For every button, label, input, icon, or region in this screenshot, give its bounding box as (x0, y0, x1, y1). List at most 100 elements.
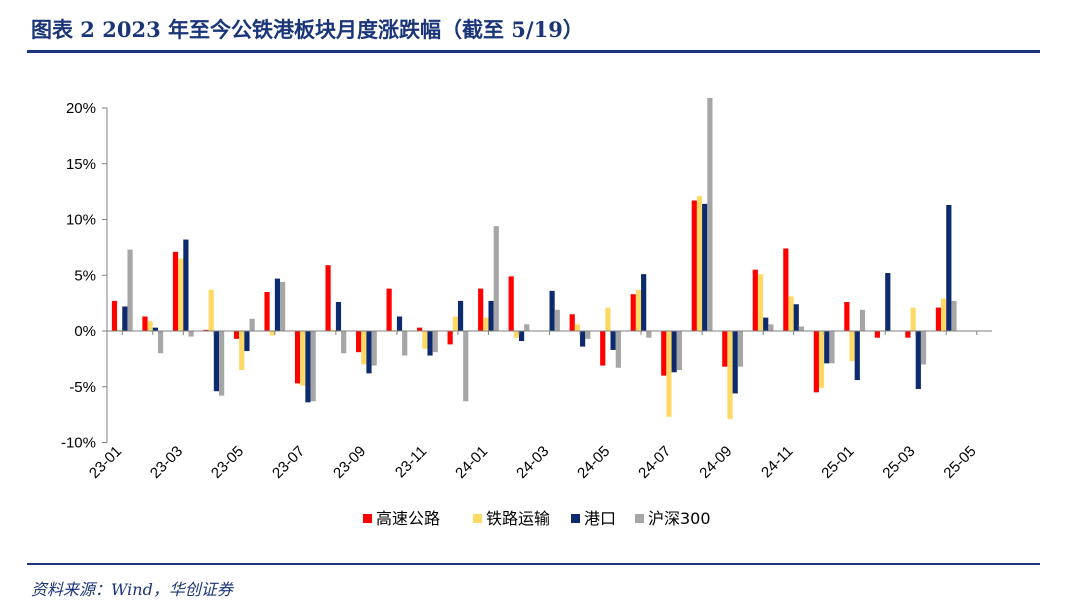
bar-24-03-沪深300 (554, 309, 560, 331)
bar-24-12-港口 (824, 331, 830, 364)
bar-23-06-铁路运输 (269, 331, 275, 336)
x-tick-label: 23-09 (330, 443, 369, 482)
bar-23-01-高速公路 (111, 300, 118, 331)
bar-24-10-沪深300 (768, 324, 774, 331)
bar-23-01-铁路运输 (117, 329, 123, 331)
x-tick-label: 24-01 (452, 443, 491, 482)
bar-24-01-沪深300 (493, 226, 499, 331)
legend-swatch (363, 514, 372, 523)
bar-23-12-铁路运输 (452, 316, 458, 331)
x-tick-label: 24-03 (513, 443, 552, 482)
bar-23-01-港口 (122, 306, 128, 331)
bar-24-12-高速公路 (813, 331, 819, 393)
title-rule (27, 50, 1040, 53)
bar-24-06-沪深300 (646, 331, 652, 338)
bar-24-04-高速公路 (569, 314, 575, 331)
bar-23-01-沪深300 (127, 249, 133, 331)
bar-23-05-沪深300 (249, 318, 255, 332)
bar-23-08-沪深300 (341, 331, 347, 354)
bar-24-07-港口 (671, 331, 677, 373)
bar-23-11-铁路运输 (422, 331, 428, 349)
bar-24-10-高速公路 (752, 269, 758, 332)
bar-25-03-沪深300 (920, 331, 927, 365)
bar-23-09-高速公路 (356, 331, 362, 353)
y-tick-label: 5% (74, 267, 96, 284)
bar-24-08-沪深300 (707, 97, 713, 331)
bar-24-11-沪深300 (798, 326, 805, 331)
bar-25-04-沪深300 (951, 300, 957, 331)
bar-24-11-港口 (793, 304, 799, 331)
bar-25-04-铁路运输 (941, 298, 947, 332)
bar-24-04-沪深300 (585, 331, 591, 339)
bar-24-05-沪深300 (615, 331, 621, 368)
bar-23-08-港口 (335, 302, 342, 331)
y-tick-label: 15% (66, 156, 96, 173)
bar-25-02-港口 (885, 273, 891, 331)
bar-24-04-铁路运输 (574, 324, 581, 331)
bar-23-11-高速公路 (417, 327, 423, 331)
bar-24-11-高速公路 (783, 248, 789, 331)
bar-24-08-铁路运输 (696, 196, 703, 331)
bar-23-05-港口 (244, 331, 250, 352)
bar-24-09-港口 (732, 331, 738, 394)
bar-24-01-港口 (488, 300, 494, 331)
legend-swatch (571, 514, 580, 523)
bar-23-03-铁路运输 (178, 258, 184, 331)
legend: 高速公路 铁路运输 港口 沪深300 (363, 509, 711, 528)
bar-24-09-高速公路 (722, 331, 728, 367)
legend-swatch (473, 514, 482, 523)
bar-23-09-铁路运输 (361, 331, 367, 365)
bar-24-06-港口 (641, 274, 647, 331)
bar-23-04-港口 (213, 331, 220, 392)
bar-25-01-铁路运输 (849, 331, 855, 362)
bar-24-07-高速公路 (661, 331, 667, 376)
bar-23-07-沪深300 (310, 331, 316, 402)
bar-24-04-港口 (580, 331, 586, 347)
bar-25-04-高速公路 (935, 307, 942, 331)
bar-24-07-沪深300 (676, 331, 682, 371)
y-tick-label: 20% (66, 100, 96, 117)
bar-24-06-高速公路 (630, 294, 636, 331)
y-tick-label: -5% (69, 379, 96, 396)
bar-23-07-港口 (305, 331, 311, 403)
bar-23-12-港口 (457, 300, 464, 331)
bar-24-06-铁路运输 (635, 289, 642, 332)
bar-24-02-港口 (518, 331, 525, 342)
bar-23-04-沪深300 (219, 331, 225, 396)
bar-23-10-港口 (396, 316, 403, 331)
x-tick-label: 25-05 (940, 443, 979, 482)
y-tick-label: 0% (74, 323, 96, 340)
figure-title: 图表 2 2023 年至今公铁港板块月度涨跌幅（截至 5/19） (31, 17, 584, 42)
legend-swatch (635, 514, 644, 523)
bar-24-02-铁路运输 (513, 331, 519, 338)
bar-23-02-高速公路 (142, 316, 148, 331)
y-tick-label: 10% (66, 212, 96, 229)
bar-23-07-高速公路 (294, 331, 301, 384)
bar-24-09-沪深300 (737, 331, 743, 367)
bar-25-03-高速公路 (905, 331, 911, 338)
legend-label: 港口 (584, 509, 616, 528)
bar-23-02-港口 (152, 327, 158, 331)
bar-24-12-铁路运输 (818, 331, 825, 388)
bar-24-08-港口 (702, 203, 708, 331)
y-tick-label: -10% (61, 435, 96, 452)
bar-24-10-铁路运输 (757, 274, 764, 331)
bar-24-11-铁路运输 (788, 296, 794, 332)
bar-23-06-沪深300 (280, 281, 286, 331)
bar-23-06-港口 (274, 278, 281, 332)
bar-23-02-铁路运输 (147, 320, 153, 331)
bar-24-02-高速公路 (508, 276, 514, 332)
bar-24-05-铁路运输 (605, 307, 611, 331)
bar-23-06-高速公路 (264, 291, 270, 331)
bar-23-10-铁路运输 (391, 329, 397, 331)
bar-24-10-港口 (763, 317, 769, 331)
footer-rule (27, 563, 1040, 565)
legend-label: 沪深300 (648, 509, 711, 528)
x-tick-label: 23-05 (208, 443, 247, 482)
bar-chart: -10%-5%0%5%10%15%20% 23-01 23-03 23-05 23-0… (61, 97, 992, 528)
bar-23-09-港口 (366, 331, 372, 374)
bar-24-08-高速公路 (691, 200, 697, 331)
bar-23-03-高速公路 (172, 251, 179, 331)
x-tick-label: 25-01 (818, 443, 857, 482)
bar-23-12-高速公路 (447, 331, 453, 345)
